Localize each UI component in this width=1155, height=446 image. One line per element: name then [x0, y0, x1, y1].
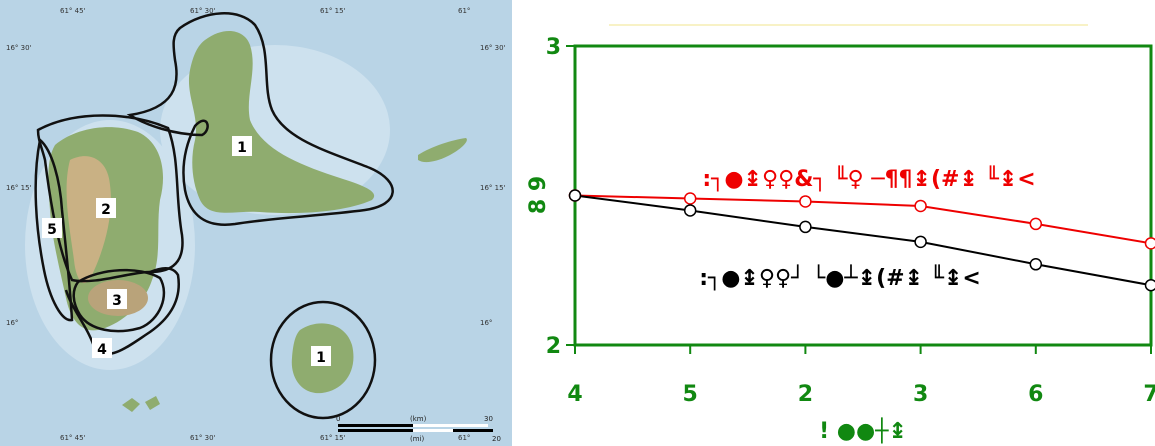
data-point-red [799, 195, 812, 208]
scale-mi-label: (mi) [410, 435, 424, 443]
scale-bar-mi-segment [413, 429, 453, 432]
y-axis-ticks: 32 [546, 35, 575, 359]
les-saintes-island [145, 396, 160, 410]
x-tick-label: 7 [1143, 382, 1155, 407]
zone-1-outline [126, 12, 394, 226]
map-top-tick: 61° 30' [190, 7, 216, 15]
data-point-red [683, 192, 697, 205]
mountain-relief [66, 156, 111, 284]
data-point-red [914, 199, 927, 213]
scale-start: 0 [336, 415, 340, 423]
data-point-black [1144, 278, 1155, 292]
map-panel: 1 1 2 3 4 5 61° 45' 61° 30' 61° 15' 61° … [0, 0, 512, 446]
map-top-tick: 61° [458, 7, 470, 15]
zone-outlines [34, 12, 394, 420]
data-point-black [914, 235, 927, 249]
zone-label-box [96, 198, 116, 218]
la-desirade-island [418, 138, 467, 163]
map-top-tick: 61° 45' [60, 7, 86, 15]
map-left-tick: 16° 15' [6, 184, 32, 192]
x-tick-label: 3 [913, 382, 928, 407]
map-bottom-tick: 61° [458, 434, 470, 442]
series-line-black [574, 194, 1152, 287]
x-tick-label: 4 [567, 382, 582, 407]
data-point-black [568, 189, 582, 202]
x-tick-label: 2 [798, 382, 813, 407]
series-label-black: :┐●↨♀♀┘ └●┴↨(#↨ ╙↨< [699, 264, 981, 291]
map-scale-bar: 0 (km) 30 (mi) 20 [336, 415, 501, 443]
zone-label-1: 1 [237, 140, 247, 156]
les-saintes-island [122, 398, 140, 412]
zone-1-marie-galante-outline [269, 300, 377, 420]
zone-label-box [232, 136, 252, 156]
series-label-red: :┐●↨♀♀&┐ ╙♀ ─¶¶↨(#↨ ╙↨< [702, 165, 1035, 192]
series-line-red [574, 194, 1152, 245]
zone-5-outline [34, 137, 74, 322]
x-tick-label: 5 [683, 382, 698, 407]
y-tick-label: 2 [546, 334, 561, 359]
zone-label-3: 3 [112, 293, 122, 309]
data-point-red [1029, 217, 1043, 231]
map-bottom-tick: 61° 45' [60, 434, 86, 442]
y-axis-label: 8 9 [526, 176, 551, 214]
zone-label-5: 5 [47, 222, 57, 238]
zone-label-4: 4 [97, 342, 107, 358]
map-left-tick: 16° [6, 319, 18, 327]
data-point-red [1144, 237, 1155, 250]
map-left-tick: 16° 30' [6, 44, 32, 52]
zone-label-box [107, 289, 127, 309]
map-bottom-tick: 61° 15' [320, 434, 346, 442]
scale-km-end: 30 [484, 415, 493, 423]
y-tick-label: 3 [546, 35, 561, 60]
map-right-tick: 16° 30' [480, 44, 506, 52]
scale-bar-km-segment [338, 424, 413, 427]
map-right-tick: 16° 15' [480, 184, 506, 192]
x-axis-ticks: 4 5 2 3 6 7 [567, 345, 1155, 407]
data-point-black [683, 204, 697, 217]
data-point-black [1029, 258, 1043, 271]
zone-label-1-marie-galante: 1 [316, 350, 326, 366]
zone-3-outline [72, 268, 166, 333]
map-svg: 1 1 2 3 4 5 61° 45' 61° 30' 61° 15' 61° … [0, 0, 512, 446]
scale-km-label: (km) [410, 415, 427, 423]
x-tick-label: 6 [1028, 382, 1043, 407]
map-top-tick: 61° 15' [320, 7, 346, 15]
zone-label-box [42, 218, 62, 238]
zone-label-box [92, 338, 112, 358]
series-layer [568, 189, 1155, 292]
zone-4-outline [64, 267, 181, 356]
map-bottom-tick: 61° 30' [190, 434, 216, 442]
plot-frame [573, 44, 1153, 347]
map-right-tick: 16° [480, 319, 492, 327]
scale-mi-end: 20 [492, 435, 501, 443]
data-point-black [799, 220, 812, 234]
x-axis-label: ! ●●┼↨ [819, 417, 907, 444]
grande-terre-island [188, 30, 375, 214]
zone-label-box [311, 346, 331, 366]
zone-label-2: 2 [101, 202, 111, 218]
